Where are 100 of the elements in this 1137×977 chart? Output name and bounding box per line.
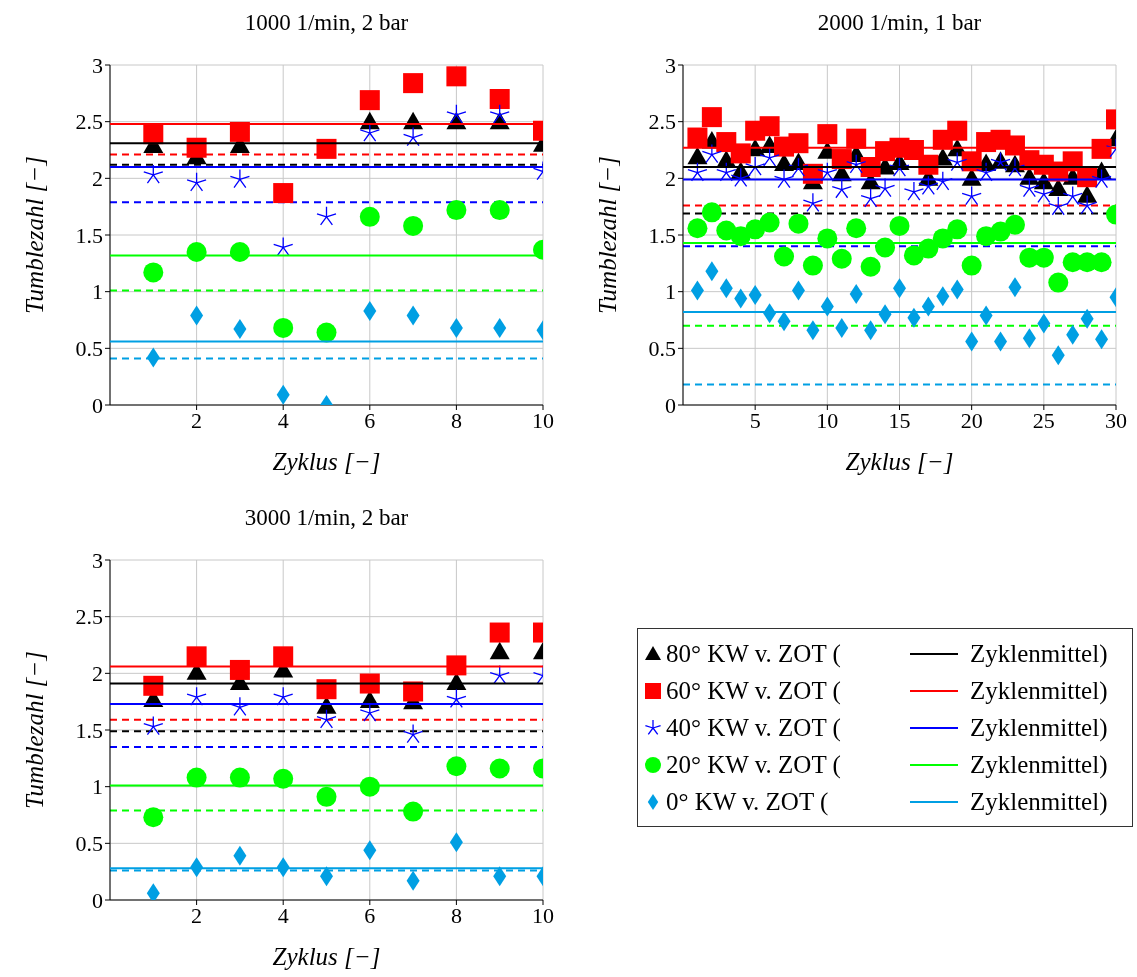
x-tick-label: 20 bbox=[960, 407, 983, 433]
x-tick-label: 2 bbox=[191, 902, 203, 928]
x-tick-label: 15 bbox=[888, 407, 911, 433]
legend-label: Zyklenmittel) bbox=[970, 713, 1108, 742]
point bbox=[273, 317, 294, 338]
point bbox=[947, 151, 968, 172]
point bbox=[831, 179, 852, 199]
point bbox=[273, 686, 294, 706]
point bbox=[773, 168, 795, 189]
point bbox=[730, 143, 751, 164]
point bbox=[143, 262, 164, 283]
point bbox=[402, 126, 424, 147]
x-tick-label: 25 bbox=[1032, 407, 1055, 433]
y-tick-label: 2.5 bbox=[75, 109, 103, 135]
point bbox=[701, 202, 722, 223]
y-tick-label: 1.5 bbox=[75, 222, 103, 248]
point bbox=[889, 157, 910, 177]
point bbox=[489, 89, 510, 109]
point bbox=[788, 157, 809, 177]
chart-title: 1000 1/min, 2 bar bbox=[243, 10, 410, 36]
point bbox=[831, 248, 852, 269]
point bbox=[947, 120, 968, 141]
point bbox=[846, 218, 867, 239]
point bbox=[316, 322, 337, 343]
point bbox=[1033, 183, 1054, 203]
point bbox=[186, 137, 207, 158]
y-tick-label: 0.5 bbox=[75, 831, 103, 857]
x-tick-label: 8 bbox=[450, 902, 462, 928]
x-axis-title: Zyklus [−] bbox=[844, 448, 955, 476]
y-tick-label: 1 bbox=[92, 774, 103, 800]
y-tick-label: 3 bbox=[92, 547, 103, 573]
y-tick-label: 0.5 bbox=[75, 336, 103, 362]
x-axis-title: Zyklus [−] bbox=[271, 448, 382, 476]
point bbox=[1091, 252, 1112, 273]
point bbox=[701, 107, 722, 128]
point bbox=[947, 219, 968, 240]
point bbox=[903, 181, 925, 201]
point bbox=[446, 66, 467, 87]
x-tick-label: 8 bbox=[450, 407, 462, 433]
point bbox=[975, 162, 997, 182]
y-tick-label: 3 bbox=[665, 52, 676, 78]
legend-label: Zyklenmittel) bbox=[970, 676, 1108, 705]
point bbox=[860, 188, 881, 208]
point bbox=[403, 801, 424, 822]
point bbox=[186, 172, 207, 192]
point bbox=[759, 116, 780, 137]
point bbox=[730, 167, 751, 188]
y-tick-label: 2 bbox=[92, 661, 103, 687]
point bbox=[1048, 272, 1069, 293]
point bbox=[359, 673, 380, 694]
x-tick-label: 2 bbox=[191, 407, 203, 433]
point bbox=[874, 177, 896, 198]
y-axis-title: Tumblezahl [−] bbox=[21, 156, 49, 314]
point bbox=[817, 162, 838, 182]
point bbox=[745, 156, 766, 176]
x-tick-label: 6 bbox=[364, 407, 376, 433]
legend-label: Zyklenmittel) bbox=[970, 639, 1108, 668]
point bbox=[446, 104, 467, 124]
point bbox=[186, 646, 207, 667]
point bbox=[489, 104, 510, 124]
y-tick-label: 0.5 bbox=[648, 336, 676, 362]
x-tick-label: 5 bbox=[749, 407, 761, 433]
point bbox=[446, 688, 467, 709]
point bbox=[889, 215, 910, 236]
point bbox=[918, 154, 939, 175]
x-tick-label: 10 bbox=[532, 902, 554, 928]
point bbox=[1004, 214, 1025, 235]
point bbox=[961, 185, 982, 206]
point bbox=[273, 183, 294, 204]
point bbox=[446, 756, 467, 777]
point bbox=[716, 162, 737, 182]
y-axis-title: Tumblezahl [−] bbox=[21, 651, 49, 809]
y-tick-label: 3 bbox=[92, 52, 103, 78]
legend-label: 80° KW v. ZOT ( bbox=[666, 639, 841, 668]
point bbox=[359, 90, 380, 111]
point bbox=[918, 175, 939, 196]
legend-label: 60° KW v. ZOT ( bbox=[666, 676, 841, 705]
point bbox=[759, 147, 780, 167]
point bbox=[229, 168, 251, 189]
point bbox=[489, 200, 510, 221]
y-tick-label: 0 bbox=[92, 392, 103, 418]
point bbox=[446, 655, 467, 676]
point bbox=[489, 758, 510, 779]
point bbox=[802, 255, 823, 276]
point bbox=[186, 767, 207, 788]
point bbox=[860, 256, 881, 277]
point bbox=[229, 767, 250, 788]
point bbox=[229, 121, 250, 142]
point bbox=[1004, 157, 1026, 177]
point bbox=[316, 679, 337, 700]
legend-label: Zyklenmittel) bbox=[970, 750, 1108, 779]
point bbox=[1033, 247, 1054, 268]
point bbox=[359, 122, 380, 142]
point bbox=[489, 641, 510, 660]
y-tick-label: 0 bbox=[92, 887, 103, 913]
y-tick-label: 0 bbox=[665, 392, 676, 418]
point bbox=[359, 702, 380, 722]
point bbox=[229, 696, 251, 717]
point bbox=[403, 681, 424, 702]
point bbox=[774, 246, 795, 267]
